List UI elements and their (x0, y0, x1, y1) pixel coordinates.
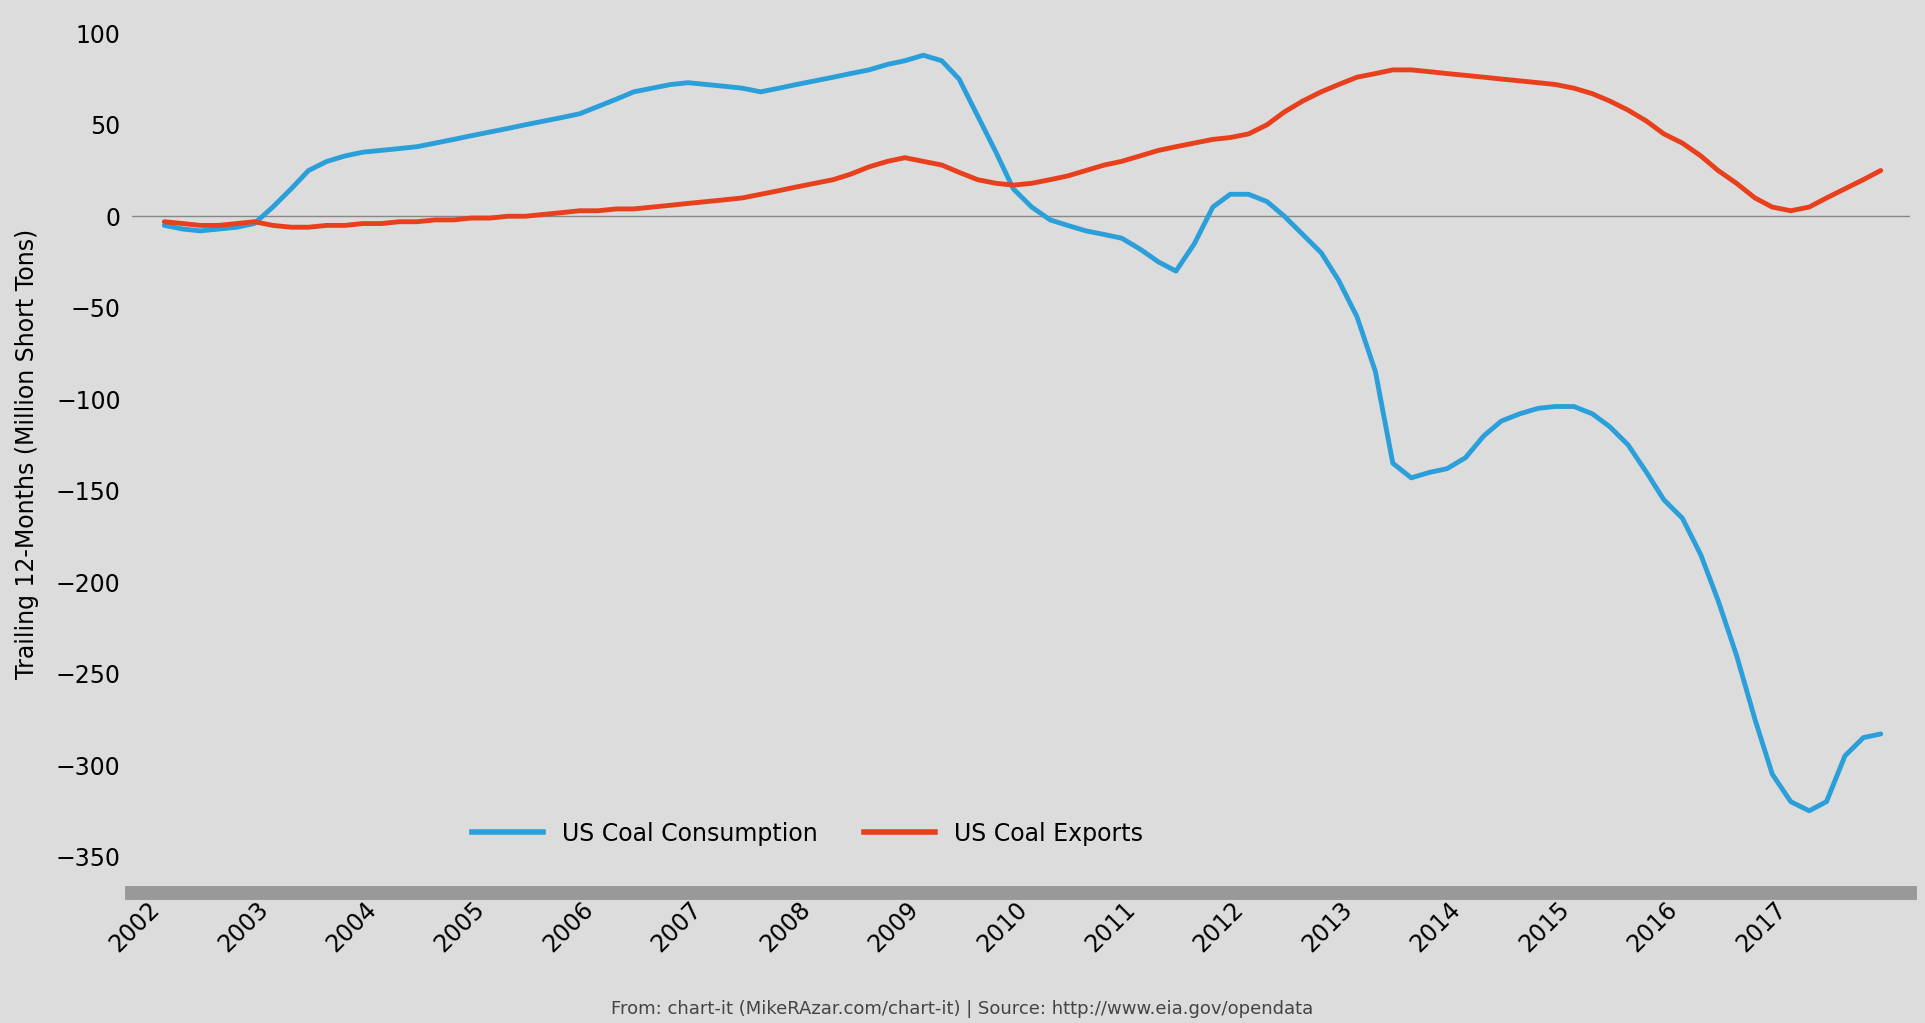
Text: From: chart-it (MikeRAzar.com/chart-it) | Source: http://www.eia.gov/opendata: From: chart-it (MikeRAzar.com/chart-it) … (612, 999, 1313, 1018)
Line: US Coal Consumption: US Coal Consumption (164, 55, 1881, 811)
US Coal Consumption (152, 219, 175, 231)
US Coal Consumption (1869, 727, 1892, 740)
US Coal Consumption (893, 54, 916, 66)
US Coal Exports (406, 216, 429, 228)
US Coal Consumption (912, 49, 936, 61)
Y-axis label: Trailing 12-Months (Million Short Tons): Trailing 12-Months (Million Short Tons) (15, 229, 38, 679)
Line: US Coal Exports: US Coal Exports (164, 70, 1881, 227)
US Coal Consumption (1744, 713, 1767, 725)
US Coal Exports (279, 221, 302, 233)
US Coal Exports (658, 199, 681, 212)
US Coal Exports (1869, 165, 1892, 177)
US Coal Consumption (641, 82, 664, 94)
US Coal Consumption (1798, 805, 1821, 817)
US Coal Exports (1040, 174, 1063, 186)
US Coal Exports (912, 155, 936, 168)
US Coal Consumption (389, 142, 412, 154)
US Coal Exports (152, 216, 175, 228)
US Coal Consumption (1093, 228, 1116, 240)
US Coal Consumption (1040, 214, 1063, 226)
US Coal Exports (1382, 63, 1405, 76)
US Coal Exports (1761, 201, 1784, 213)
US Coal Exports (1093, 159, 1116, 171)
Legend: US Coal Consumption, US Coal Exports: US Coal Consumption, US Coal Exports (462, 812, 1153, 855)
